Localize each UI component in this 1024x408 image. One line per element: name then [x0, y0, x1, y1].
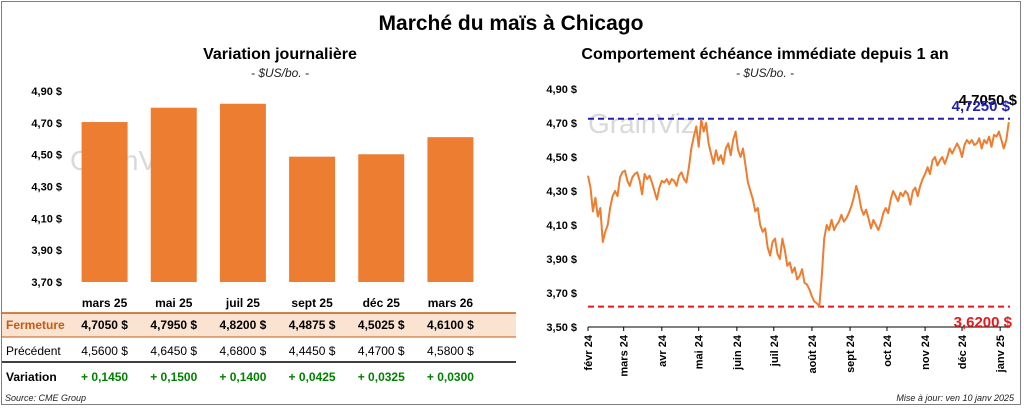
- line-ytick-label: 4,90 $: [546, 84, 577, 96]
- bar-ytick-label: 4,90 $: [31, 86, 62, 98]
- line-ytick-label: 3,90 $: [546, 254, 577, 266]
- line-ytick-label: 4,30 $: [546, 186, 577, 198]
- bar-category-label: déc 25: [363, 296, 401, 310]
- bar: [81, 122, 128, 282]
- price-series-line: [587, 118, 1010, 308]
- source-note: Source: CME Group: [5, 393, 87, 403]
- line-ytick-label: 4,50 $: [546, 152, 577, 164]
- table-cell: + 0,0300: [427, 370, 474, 384]
- bar-chart-title: Variation journalière: [203, 46, 357, 63]
- table-cell: + 0,1450: [81, 370, 128, 384]
- bar: [289, 156, 336, 282]
- table-cell: + 0,0325: [358, 370, 405, 384]
- line-xtick-label: juin 24: [732, 334, 744, 371]
- table-cell: 4,6800 $: [220, 344, 267, 358]
- bar-ytick-label: 4,50 $: [31, 150, 62, 162]
- bar-category-label: juil 25: [225, 296, 260, 310]
- bar-category-label: mars 26: [428, 296, 474, 310]
- line-chart-subtitle: - $US/bo. -: [735, 66, 795, 80]
- line-xtick-label: oct 24: [882, 334, 894, 367]
- bar: [150, 107, 197, 283]
- bar: [358, 154, 405, 282]
- table-cell: 4,8200 $: [220, 318, 267, 332]
- line-xtick-label: mars 24: [619, 334, 631, 376]
- table-cell: + 0,0425: [289, 370, 336, 384]
- table-cell: 4,4700 $: [358, 344, 405, 358]
- line-ytick-label: 3,70 $: [546, 288, 577, 300]
- bar-ytick-label: 3,70 $: [31, 277, 62, 289]
- table-cell: 4,4450 $: [289, 344, 336, 358]
- line-xtick-label: nov 24: [920, 334, 932, 370]
- bar-ytick-label: 4,70 $: [31, 118, 62, 130]
- table-row-label: Fermeture: [6, 318, 65, 332]
- line-ytick-label: 4,70 $: [546, 118, 577, 130]
- table-cell: 4,5025 $: [358, 318, 405, 332]
- line-xtick-label: avr 24: [657, 334, 669, 367]
- bar-chart-subtitle: - $US/bo. -: [250, 66, 310, 80]
- line-ytick-label: 3,50 $: [546, 322, 577, 334]
- line-xtick-label: juil 24: [769, 334, 781, 367]
- bar-ytick-label: 4,10 $: [31, 213, 62, 225]
- bar: [219, 103, 266, 282]
- line-chart-title: Comportement échéance immédiate depuis 1…: [581, 46, 949, 63]
- bar-category-label: mars 25: [82, 296, 128, 310]
- table-cell: + 0,1400: [219, 370, 266, 384]
- line-xtick-label: sept 24: [845, 334, 857, 373]
- line-ytick-label: 4,10 $: [546, 220, 577, 232]
- bar-category-label: mai 25: [155, 296, 193, 310]
- watermark-right: GrainViz: [588, 108, 695, 139]
- table-cell: 4,7950 $: [150, 318, 197, 332]
- low-price-label: 3,6200 $: [954, 314, 1013, 331]
- last-price-label: 4,7050 $: [959, 92, 1018, 109]
- line-xtick-label: mai 24: [694, 334, 706, 369]
- table-cell: 4,6100 $: [427, 318, 474, 332]
- fermeture-row-bg: [2, 313, 516, 337]
- line-xtick-label: janv 25: [995, 335, 1007, 373]
- main-title: Marché du maïs à Chicago: [378, 12, 644, 35]
- table-cell: 4,5600 $: [81, 344, 128, 358]
- table-cell: 4,7050 $: [81, 318, 128, 332]
- table-row-label: Variation: [6, 370, 57, 384]
- line-xtick-label: août 24: [807, 334, 819, 373]
- table-cell: 4,6450 $: [150, 344, 197, 358]
- bar-category-label: sept 25: [291, 296, 333, 310]
- bar-ytick-label: 4,30 $: [31, 182, 62, 194]
- table-cell: 4,5800 $: [427, 344, 474, 358]
- line-xtick-label: déc 24: [957, 334, 969, 369]
- bar: [427, 137, 474, 282]
- high-price-label: 4,7250 $: [952, 98, 1011, 115]
- table-cell: + 0,1500: [150, 370, 197, 384]
- table-cell: 4,4875 $: [289, 318, 336, 332]
- line-xtick-label: févr 24: [583, 334, 595, 370]
- table-row-label: Précédent: [6, 344, 61, 358]
- update-note: Mise à jour: ven 10 janv 2025: [896, 393, 1014, 403]
- bar-ytick-label: 3,90 $: [31, 245, 62, 257]
